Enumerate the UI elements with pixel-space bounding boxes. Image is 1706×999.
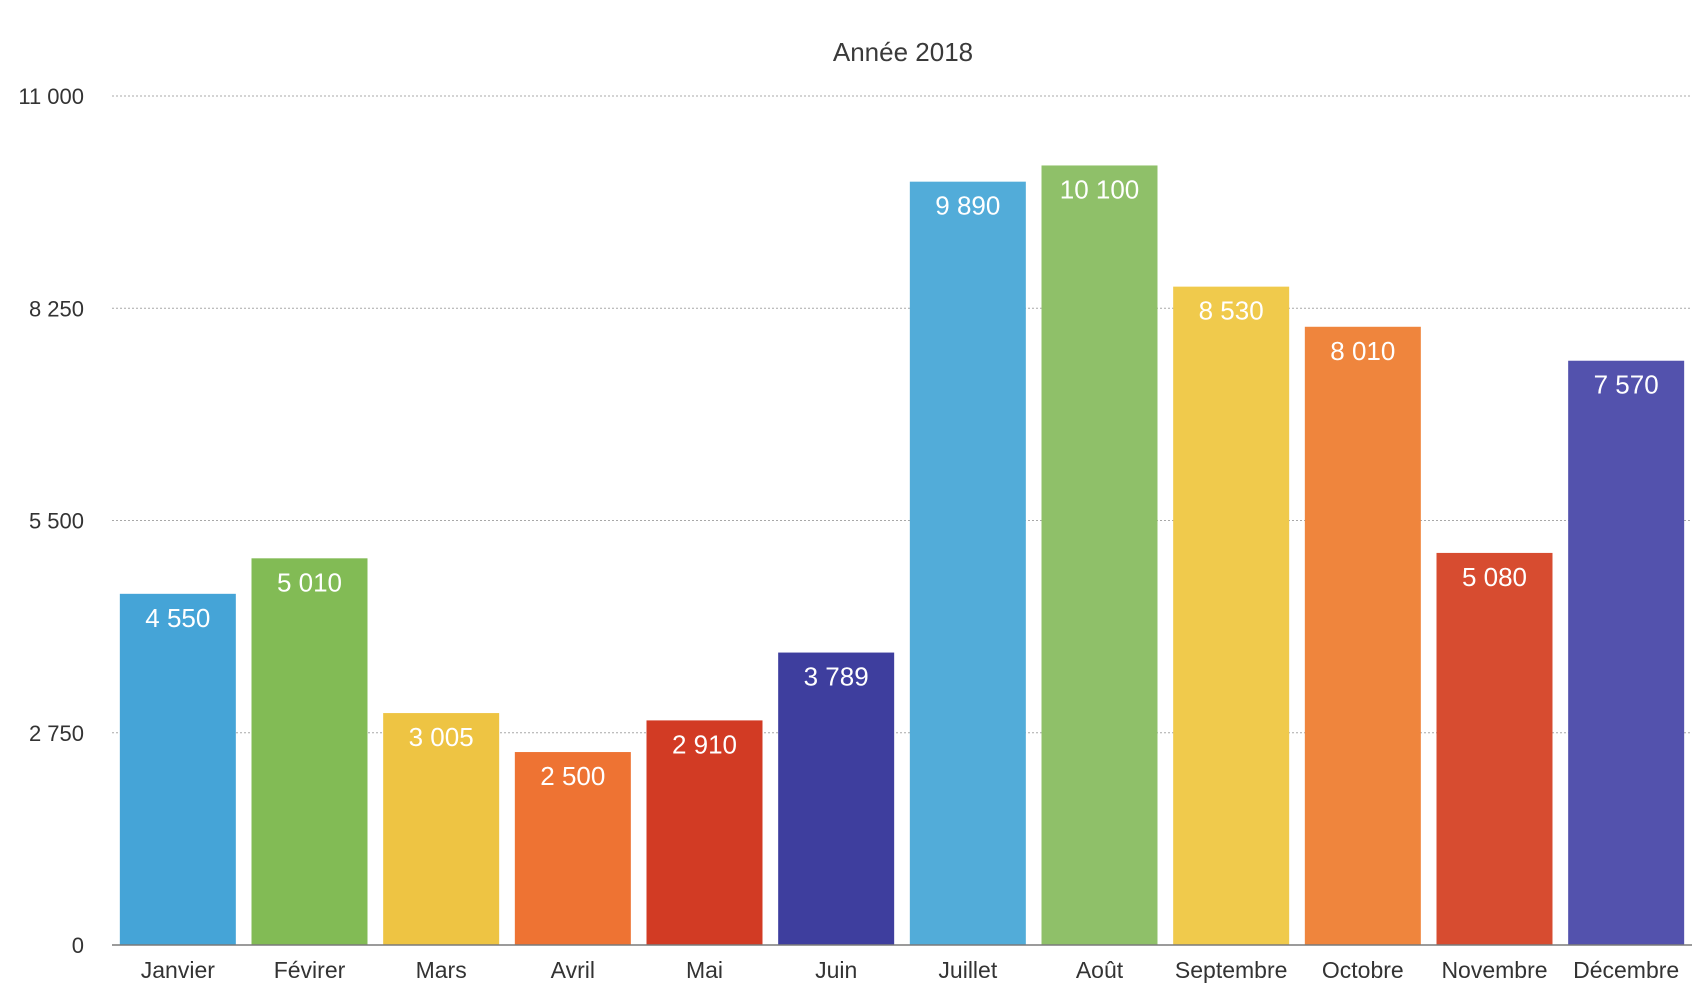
x-tick-label: Octobre — [1322, 957, 1404, 983]
y-tick-label: 5 500 — [29, 509, 84, 534]
x-tick-label: Févirer — [274, 957, 346, 983]
x-axis: Janvier Févirer Mars Avril Mai Juin Juillet Aoû… — [141, 957, 1679, 983]
y-axis: 0 2 750 5 500 8 250 11 000 — [18, 84, 1692, 958]
x-tick-label: Avril — [551, 957, 595, 983]
y-tick-label: 0 — [72, 933, 84, 958]
data-label: 10 100 — [1060, 174, 1140, 204]
x-tick-label: Septembre — [1175, 957, 1288, 983]
x-tick-label: Juillet — [938, 957, 997, 983]
data-label: 9 890 — [935, 191, 1000, 221]
x-tick-label: Mars — [416, 957, 467, 983]
data-label: 8 530 — [1199, 296, 1264, 326]
data-label: 4 550 — [145, 603, 210, 633]
x-tick-label: Mai — [686, 957, 723, 983]
bar — [514, 752, 631, 945]
y-tick-label: 11 000 — [18, 84, 84, 109]
data-label: 7 570 — [1594, 370, 1659, 400]
x-tick-label: Décembre — [1573, 957, 1679, 983]
x-tick-label: Juin — [815, 957, 857, 983]
bar — [778, 652, 895, 945]
bar — [119, 593, 236, 945]
bar — [251, 558, 368, 945]
y-tick-label: 8 250 — [29, 296, 84, 321]
x-tick-label: Janvier — [141, 957, 215, 983]
data-label: 3 005 — [409, 722, 474, 752]
bar — [1173, 286, 1290, 945]
data-label: 2 500 — [540, 761, 605, 791]
gridlines — [112, 95, 1692, 734]
bar — [909, 181, 1026, 945]
bar — [383, 713, 500, 945]
data-label: 8 010 — [1330, 336, 1395, 366]
data-labels: 4 550 5 010 3 005 2 500 2 910 3 789 9 890 10 10… — [145, 174, 1658, 791]
data-label: 5 010 — [277, 567, 342, 597]
bar — [646, 720, 763, 945]
data-label: 5 080 — [1462, 562, 1527, 592]
bar — [1436, 552, 1553, 945]
bar — [1041, 165, 1158, 946]
bar — [1304, 326, 1421, 945]
x-tick-label: Août — [1076, 957, 1124, 983]
x-tick-label: Novembre — [1441, 957, 1547, 983]
bars — [119, 165, 1685, 946]
chart-title: Année 2018 — [833, 37, 973, 67]
data-label: 3 789 — [804, 662, 869, 692]
data-label: 2 910 — [672, 729, 737, 759]
y-tick-label: 2 750 — [29, 721, 84, 746]
bar — [1568, 360, 1685, 945]
